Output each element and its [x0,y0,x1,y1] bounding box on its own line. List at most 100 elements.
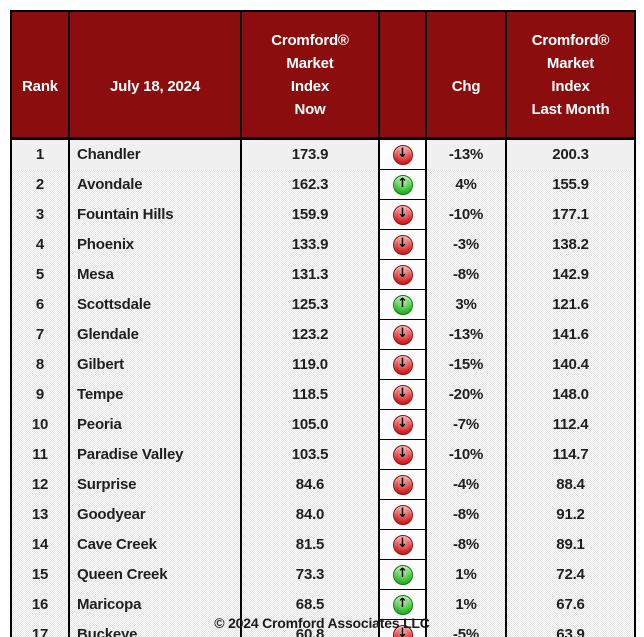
cmi-now-cell: 105.0 [240,409,379,440]
cmi-now-cell: 84.0 [240,499,379,530]
down-arrow-icon: ↓ [392,324,413,345]
rank-cell: 13 [10,499,69,530]
trend-cell: ↓ [378,499,426,530]
city-cell: Goodyear [68,499,241,530]
down-arrow-icon: ↓ [392,144,413,165]
cmi-last-month-cell: 88.4 [505,469,635,500]
cmi-now-cell: 84.6 [240,469,379,500]
down-arrow-icon: ↓ [392,204,413,225]
rank-cell: 4 [10,229,69,260]
cmi-last-month-cell: 63.9 [505,619,635,637]
rank-cell: 15 [10,559,69,590]
city-cell: Gilbert [68,349,241,380]
chg-cell: -8% [425,499,506,530]
down-arrow-icon: ↓ [392,264,413,285]
trend-cell: ↑ [378,589,426,620]
city-cell: Scottsdale [68,289,241,320]
cmi-last-month-cell: 140.4 [505,349,635,380]
up-arrow-icon: ↑ [392,294,413,315]
chg-cell: 1% [425,559,506,590]
rank-cell: 12 [10,469,69,500]
header-date: July 18, 2024 [68,11,241,140]
chg-cell: 4% [425,169,506,200]
cmi-last-month-cell: 177.1 [505,199,635,230]
city-cell: Phoenix [68,229,241,260]
trend-cell: ↓ [378,469,426,500]
table-row: 12 Surprise 84.6 ↓ -4% 88.4 [10,469,635,500]
city-cell: Cave Creek [68,529,241,560]
rank-cell: 7 [10,319,69,350]
down-arrow-icon: ↓ [392,354,413,375]
table-row: 10 Peoria 105.0 ↓ -7% 112.4 [10,409,635,440]
rank-cell: 17 [10,619,69,637]
table-row: 8 Gilbert 119.0 ↓ -15% 140.4 [10,349,635,380]
city-cell: Buckeye [68,619,241,637]
cmi-now-cell: 119.0 [240,349,379,380]
city-cell: Paradise Valley [68,439,241,470]
header-chg: Chg [425,11,506,140]
cmi-now-cell: 133.9 [240,229,379,260]
cmi-last-month-cell: 72.4 [505,559,635,590]
header-index-last-month: Cromford® Market Index Last Month [505,11,635,140]
cmi-now-cell: 68.5 [240,589,379,620]
cmi-last-month-cell: 148.0 [505,379,635,410]
cmi-last-month-cell: 155.9 [505,169,635,200]
down-arrow-icon: ↓ [392,384,413,405]
table-row: 15 Queen Creek 73.3 ↑ 1% 72.4 [10,559,635,590]
chg-cell: -13% [425,138,506,170]
cmi-now-cell: 118.5 [240,379,379,410]
trend-cell: ↓ [378,529,426,560]
trend-cell: ↓ [378,229,426,260]
cromford-market-index-table: Rank July 18, 2024 Cromford® Market Inde… [10,10,636,637]
trend-cell: ↓ [378,138,426,170]
cmi-now-cell: 162.3 [240,169,379,200]
chg-cell: -8% [425,259,506,290]
table-row: 6 Scottsdale 125.3 ↑ 3% 121.6 [10,289,635,320]
rank-cell: 5 [10,259,69,290]
header-rank: Rank [10,11,69,140]
chg-cell: -4% [425,469,506,500]
cmi-now-cell: 81.5 [240,529,379,560]
city-cell: Fountain Hills [68,199,241,230]
rank-cell: 3 [10,199,69,230]
cmi-now-cell: 103.5 [240,439,379,470]
chg-cell: -13% [425,319,506,350]
down-arrow-icon: ↓ [392,444,413,465]
chg-cell: -3% [425,229,506,260]
trend-cell: ↓ [378,199,426,230]
city-cell: Surprise [68,469,241,500]
chg-cell: -10% [425,199,506,230]
trend-cell: ↓ [378,379,426,410]
cmi-last-month-cell: 67.6 [505,589,635,620]
table-row: 1 Chandler 173.9 ↓ -13% 200.3 [10,138,635,170]
down-arrow-icon: ↓ [392,504,413,525]
down-arrow-icon: ↓ [392,624,413,637]
table-row: 14 Cave Creek 81.5 ↓ -8% 89.1 [10,529,635,560]
down-arrow-icon: ↓ [392,414,413,435]
table-row: 9 Tempe 118.5 ↓ -20% 148.0 [10,379,635,410]
table-row: 7 Glendale 123.2 ↓ -13% 141.6 [10,319,635,350]
table-row: 3 Fountain Hills 159.9 ↓ -10% 177.1 [10,199,635,230]
cmi-last-month-cell: 141.6 [505,319,635,350]
cmi-last-month-cell: 142.9 [505,259,635,290]
rank-cell: 10 [10,409,69,440]
city-cell: Mesa [68,259,241,290]
cmi-last-month-cell: 114.7 [505,439,635,470]
header-index-now: Cromford® Market Index Now [240,11,379,140]
trend-cell: ↑ [378,169,426,200]
rank-cell: 11 [10,439,69,470]
trend-cell: ↑ [378,289,426,320]
cmi-now-cell: 73.3 [240,559,379,590]
cmi-last-month-cell: 200.3 [505,138,635,170]
table-row: 17 Buckeye 60.8 ↓ -5% 63.9 [10,619,635,637]
trend-cell: ↓ [378,619,426,637]
cmi-last-month-cell: 121.6 [505,289,635,320]
chg-cell: -15% [425,349,506,380]
rank-cell: 6 [10,289,69,320]
cmi-now-cell: 125.3 [240,289,379,320]
cmi-now-cell: 131.3 [240,259,379,290]
trend-cell: ↑ [378,559,426,590]
table-row: 16 Maricopa 68.5 ↑ 1% 67.6 [10,589,635,620]
down-arrow-icon: ↓ [392,534,413,555]
down-arrow-icon: ↓ [392,234,413,255]
